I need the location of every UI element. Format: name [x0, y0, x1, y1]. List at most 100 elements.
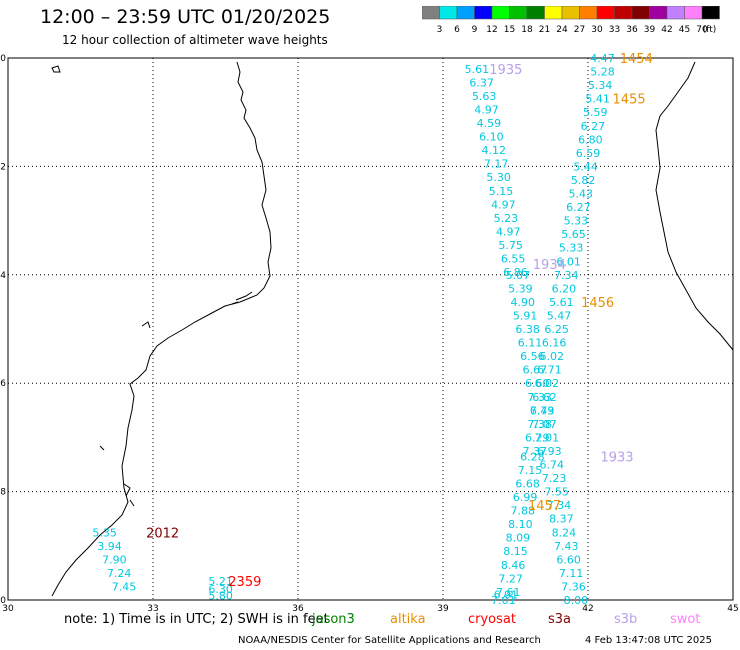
pass-time-label: 2359: [228, 575, 261, 590]
wave-height-value: 5.33: [559, 242, 584, 255]
wave-height-value: 5.41: [585, 93, 610, 106]
wave-height-value: 6.16: [542, 337, 567, 350]
pass-time-label: 1456: [581, 296, 614, 311]
wave-height-value: 7.90: [102, 553, 127, 566]
color-scale-label: 18: [521, 25, 533, 35]
wave-height-value: 6.59: [576, 147, 601, 160]
wave-height-value: 5.75: [498, 239, 523, 252]
wave-height-value: 5.82: [571, 174, 596, 187]
africa-coastline: [51, 61, 272, 597]
wave-height-value: 7.36: [561, 580, 586, 593]
pass-time-label: 1933: [600, 450, 633, 465]
wave-height-value: 7.43: [554, 540, 579, 553]
wave-height-value: 8.09: [506, 532, 531, 545]
wave-height-value: 6.20: [552, 282, 577, 295]
color-scale-label: 45: [679, 25, 690, 35]
longitude-tick-label: 39: [437, 604, 449, 614]
pass-time-label: 1454: [620, 52, 653, 67]
color-scale-label: 9: [472, 25, 478, 35]
wave-height-value: 7.37: [523, 445, 548, 458]
map-frame: [7, 57, 734, 601]
wave-height-value: 5.35: [92, 526, 117, 539]
wave-height-value: 6.99: [513, 491, 538, 504]
wave-height-value: 4.47: [590, 52, 615, 65]
wave-height-value: 7.61: [496, 586, 521, 599]
wave-height-value: 5.47: [547, 309, 572, 322]
inland-lake: [51, 65, 61, 73]
wave-height-value: 5.59: [583, 106, 608, 119]
color-scale-label: 24: [556, 25, 568, 35]
coast-detail: [99, 291, 253, 507]
madagascar-coastline: [655, 61, 734, 351]
wave-height-value: 5.15: [489, 185, 514, 198]
footer-note: note: 1) Time is in UTC; 2) SWH is in fe…: [64, 612, 329, 627]
wave-height-values: 5.616.375.634.974.596.104.127.175.305.15…: [92, 52, 614, 607]
longitude-tick-label: 42: [582, 604, 593, 614]
wave-height-value: 7.23: [542, 472, 567, 485]
wave-height-value: 5.21: [208, 575, 233, 588]
wave-height-value: 6.27: [566, 201, 591, 214]
wave-height-value: 6.56: [520, 350, 545, 363]
wave-height-value: 7.45: [112, 580, 137, 593]
wave-height-value: 7.01: [491, 594, 516, 607]
latitude-tick-label: -26: [0, 379, 6, 389]
wave-height-value: 8.10: [508, 518, 533, 531]
wave-height-value: 7.01: [535, 431, 560, 444]
wave-height-value: 5.33: [564, 215, 589, 228]
wave-height-value: 5.91: [513, 309, 538, 322]
wave-height-value: 7.15: [518, 464, 543, 477]
satellite-legend-s3b: s3b: [614, 612, 638, 627]
color-scale-label: 30: [591, 25, 603, 35]
wave-height-value: 6.62: [532, 391, 557, 404]
color-scale-label: 36: [626, 25, 638, 35]
wave-height-value: 6.80: [578, 133, 603, 146]
wave-height-value: 7.34: [547, 499, 572, 512]
wave-height-value: 7.24: [107, 567, 132, 580]
color-scale-label: 70: [696, 25, 708, 35]
wave-height-value: 7.11: [559, 567, 584, 580]
wave-height-value: 4.97: [474, 103, 499, 116]
longitude-tick-label: 33: [147, 604, 158, 614]
wave-height-value: 6.28: [520, 450, 545, 463]
longitude-tick-label: 36: [292, 604, 304, 614]
color-scale-label: 42: [661, 25, 672, 35]
color-scale-label: 3: [437, 25, 443, 35]
wave-height-value: 6.25: [544, 323, 569, 336]
color-scale-legend: 3 6 9 12 15 18 21 24 27 30 33 36 39 42 45 70(ft): [422, 6, 720, 35]
wave-height-value: 7.88: [511, 505, 536, 518]
wave-height-value: 7.49: [530, 404, 555, 417]
wave-height-value: 6.10: [479, 131, 504, 144]
pass-time-label: 1935: [489, 63, 522, 78]
color-scale-label: 27: [574, 25, 585, 35]
latitude-tick-label: -22: [0, 162, 6, 172]
credit-line: NOAA/NESDIS Center for Satellite Applica…: [238, 635, 541, 646]
wave-height-value: 5.61: [465, 63, 490, 76]
wave-height-value: 6.02: [540, 350, 565, 363]
wave-height-value: 7.55: [544, 486, 569, 499]
wave-height-value: 5.80: [208, 590, 233, 603]
wave-height-value: 7.33: [527, 391, 552, 404]
wave-height-value: 6.02: [535, 377, 560, 390]
pass-time-label: 1934: [533, 258, 566, 273]
wave-height-value: 8.24: [552, 526, 577, 539]
longitude-tick-label: 30: [2, 604, 14, 614]
color-scale-label: 15: [504, 25, 515, 35]
wave-height-value: 3.94: [97, 540, 122, 553]
wave-height-value: 6.37: [469, 76, 494, 89]
wave-height-value: 8.37: [549, 513, 574, 526]
wave-height-value: 7.27: [498, 572, 523, 585]
latitude-tick-label: -20: [0, 54, 6, 64]
wave-height-value: 7.07: [532, 418, 557, 431]
wave-height-value: 5.43: [569, 188, 594, 201]
wave-height-value: 6.38: [515, 323, 540, 336]
wave-height-value: 8.15: [503, 545, 528, 558]
wave-height-value: 5.30: [486, 171, 511, 184]
wave-height-value: 4.97: [496, 225, 521, 238]
wave-height-value: 4.59: [477, 117, 502, 130]
satellite-legend-jason3: jason3: [312, 612, 355, 627]
pass-time-label: 2012: [146, 526, 179, 541]
wave-height-value: 6.01: [556, 255, 581, 268]
wave-height-value: 6.68: [515, 477, 540, 490]
wave-height-value: 4.12: [482, 144, 507, 157]
